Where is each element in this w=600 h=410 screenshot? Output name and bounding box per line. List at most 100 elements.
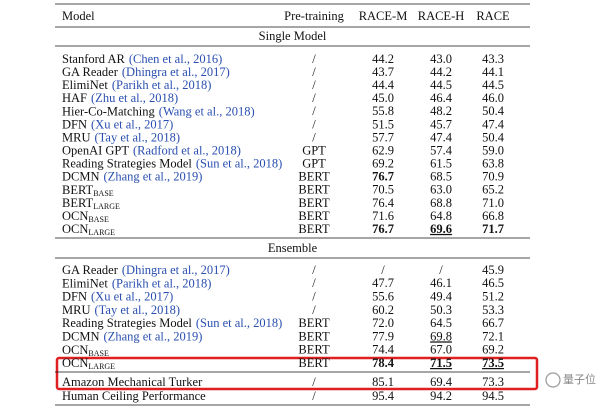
citation: (Wang et al., 2018) xyxy=(159,104,255,118)
citation: (Tay et al., 2018) xyxy=(94,130,180,144)
model-cell: OCNBASE xyxy=(62,209,109,224)
header-cell: RACE xyxy=(476,9,510,23)
model-cell: OpenAI GPT (Radford et al., 2018) xyxy=(62,143,241,157)
model-cell: Hier-Co-Matching (Wang et al., 2018) xyxy=(62,104,255,118)
score-cell: 45.7 xyxy=(430,117,452,131)
highlight-box xyxy=(55,356,539,391)
model-name: BERT xyxy=(62,183,94,197)
score-cell: 71.0 xyxy=(482,196,504,210)
pretraining-cell: BERT xyxy=(298,222,330,236)
score-cell: 85.1 xyxy=(372,375,394,389)
score-cell: 43.7 xyxy=(372,65,394,79)
score-cell: 73.5 xyxy=(482,356,504,370)
score-cell: 69.4 xyxy=(430,375,453,389)
model-name: MRU xyxy=(62,130,90,144)
score-cell: 71.6 xyxy=(372,209,394,223)
model-name: DCMN xyxy=(62,170,100,184)
model-subscript: LARGE xyxy=(93,202,120,211)
pretraining-cell: BERT xyxy=(298,183,330,197)
score-cell: 65.2 xyxy=(482,183,504,197)
model-name: OCN xyxy=(62,222,88,236)
model-name: Reading Strategies Model xyxy=(62,316,192,330)
score-cell: 53.3 xyxy=(482,303,504,317)
score-cell: / xyxy=(439,263,443,277)
score-cell: 50.4 xyxy=(482,130,505,144)
pretraining-cell: BERT xyxy=(298,316,330,330)
score-cell: 77.9 xyxy=(372,329,394,343)
model-cell: DCMN (Zhang et al., 2019) xyxy=(62,170,202,184)
model-subscript: BASE xyxy=(93,189,114,198)
score-cell: 76.7 xyxy=(372,170,394,184)
model-cell: ElimiNet (Parikh et al., 2018) xyxy=(62,276,211,290)
score-cell: 67.0 xyxy=(430,343,452,357)
citation: (Tay et al., 2018) xyxy=(94,303,180,317)
score-cell: 46.1 xyxy=(430,276,452,290)
model-cell: Stanford AR (Chen et al., 2016) xyxy=(62,52,222,66)
score-cell: 72.0 xyxy=(372,316,394,330)
score-cell: 46.4 xyxy=(430,91,453,105)
pretraining-cell: BERT xyxy=(298,170,330,184)
citation: (Zhu et al., 2018) xyxy=(91,91,178,105)
model-name: GA Reader xyxy=(62,65,119,79)
pretraining-cell: / xyxy=(312,263,316,277)
model-name: ElimiNet xyxy=(62,276,108,290)
model-name: OCN xyxy=(62,356,88,370)
model-name: Amazon Mechanical Turker xyxy=(62,375,203,389)
header-cell: RACE-M xyxy=(359,9,408,23)
pretraining-cell: / xyxy=(312,389,316,403)
score-cell: 44.2 xyxy=(372,52,394,66)
score-cell: 95.4 xyxy=(372,389,395,403)
model-cell: Reading Strategies Model (Sun et al., 201… xyxy=(62,316,282,330)
section-title: Single Model xyxy=(259,29,327,43)
citation: (Parikh et al., 2018) xyxy=(112,78,212,92)
score-cell: 63.8 xyxy=(482,157,504,171)
score-cell: 94.2 xyxy=(430,389,452,403)
score-cell: 44.2 xyxy=(430,65,452,79)
header-cell: Model xyxy=(62,9,95,23)
score-cell: 62.9 xyxy=(372,143,394,157)
model-name: OCN xyxy=(62,343,88,357)
pretraining-cell: BERT xyxy=(298,343,330,357)
model-name: Reading Strategies Model xyxy=(62,157,192,171)
model-name: Stanford AR xyxy=(62,52,126,66)
model-cell: HAF (Zhu et al., 2018) xyxy=(62,91,178,105)
score-cell: 64.5 xyxy=(430,316,452,330)
pretraining-cell: BERT xyxy=(298,209,330,223)
model-cell: Human Ceiling Performance xyxy=(62,389,206,403)
score-cell: 44.1 xyxy=(482,65,504,79)
score-cell: 60.2 xyxy=(372,303,394,317)
model-name: DFN xyxy=(62,289,87,303)
section-title: Ensemble xyxy=(268,241,318,255)
header-cell: RACE-H xyxy=(418,9,465,23)
score-cell: 69.8 xyxy=(430,329,452,343)
score-cell: 48.2 xyxy=(430,104,452,118)
score-cell: 70.5 xyxy=(372,183,394,197)
score-cell: 94.5 xyxy=(482,389,504,403)
model-name: HAF xyxy=(62,91,87,105)
pretraining-cell: / xyxy=(312,104,316,118)
score-cell: 43.0 xyxy=(430,52,452,66)
score-cell: 46.0 xyxy=(482,91,504,105)
score-cell: 47.7 xyxy=(372,276,394,290)
citation: (Xu et al., 2017) xyxy=(91,289,173,303)
model-name: BERT xyxy=(62,196,94,210)
score-cell: 69.2 xyxy=(482,343,504,357)
score-cell: 44.4 xyxy=(372,78,395,92)
citation: (Chen et al., 2016) xyxy=(129,52,222,66)
citation: (Xu et al., 2017) xyxy=(91,117,173,131)
score-cell: 69.2 xyxy=(372,157,394,171)
score-cell: 47.4 xyxy=(430,130,453,144)
pretraining-cell: / xyxy=(312,375,316,389)
score-cell: 76.7 xyxy=(372,222,394,236)
score-cell: 55.8 xyxy=(372,104,394,118)
model-cell: MRU (Tay et al., 2018) xyxy=(62,130,180,144)
model-name: OpenAI GPT xyxy=(62,143,129,157)
pretraining-cell: BERT xyxy=(298,329,330,343)
model-cell: BERTLARGE xyxy=(62,196,120,211)
score-cell: 61.5 xyxy=(430,157,452,171)
citation: (Parikh et al., 2018) xyxy=(112,276,212,290)
score-cell: 70.9 xyxy=(482,170,504,184)
model-name: ElimiNet xyxy=(62,78,108,92)
model-cell: Amazon Mechanical Turker xyxy=(62,375,203,389)
